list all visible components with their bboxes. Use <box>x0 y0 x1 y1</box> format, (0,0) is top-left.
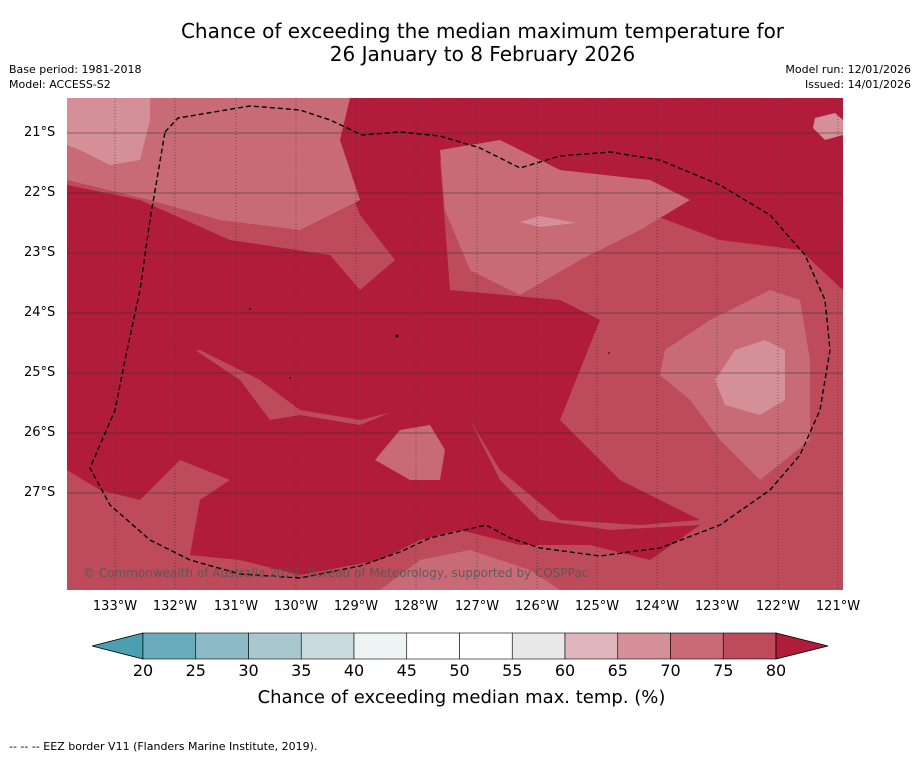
colorbar-segment <box>459 632 513 660</box>
base-period: Base period: 1981-2018 <box>9 63 142 76</box>
map-title-line-2: 26 January to 8 February 2026 <box>329 42 636 66</box>
colorbar-segment <box>248 632 302 660</box>
contour-70-75-south <box>380 550 560 590</box>
lon-label: 133°W <box>92 599 138 614</box>
contour-65-70-nw <box>67 98 150 165</box>
colorbar-tick: 75 <box>713 661 734 680</box>
colorbar-tick: 25 <box>185 661 206 680</box>
copyright-notice: © Commonwealth of Australia 2026, Bureau… <box>83 566 588 580</box>
island <box>249 308 251 310</box>
lat-label: 24°S <box>24 305 56 320</box>
colorbar-low-extend <box>91 632 144 660</box>
colorbar-segment <box>722 632 777 660</box>
colorbar-tick: 20 <box>132 661 154 680</box>
map-fill-contours <box>67 98 843 590</box>
colorbar-high-extend <box>775 632 829 660</box>
model-run: Model run: 12/01/2026 <box>785 63 911 76</box>
lat-label: 22°S <box>24 185 56 200</box>
island <box>395 334 399 338</box>
contour-70-75-ne <box>440 140 690 295</box>
contour-65-70-east <box>715 340 785 415</box>
lon-gridlines <box>114 98 839 590</box>
colorbar-segment <box>670 632 724 660</box>
lon-label: 130°W <box>273 599 319 614</box>
lon-label: 124°W <box>634 599 680 614</box>
colorbar-tick: 35 <box>291 661 312 680</box>
colorbar-label: Chance of exceeding median max. temp. (%… <box>257 687 666 708</box>
issued-date: Issued: 14/01/2026 <box>804 78 911 91</box>
graticule <box>67 132 843 494</box>
lat-label: 26°S <box>24 425 56 440</box>
lon-label: 123°W <box>694 599 740 614</box>
colorbar-tick: 80 <box>765 661 787 680</box>
colorbar-segment <box>195 632 249 660</box>
colorbar-segment <box>353 632 408 660</box>
island <box>289 377 291 379</box>
colorbar-tick: 50 <box>449 661 470 680</box>
colorbar-tick: 70 <box>660 661 681 680</box>
eez-border <box>89 105 831 579</box>
lon-label: 122°W <box>755 599 801 614</box>
colorbar-tick: 65 <box>607 661 628 680</box>
colorbar-tick: 55 <box>502 661 523 680</box>
islands <box>249 308 610 379</box>
model-name: Model: ACCESS-S2 <box>9 78 111 91</box>
colorbar-segment <box>617 632 671 660</box>
lon-label: 132°W <box>152 599 198 614</box>
colorbar <box>91 632 829 660</box>
lon-label: 126°W <box>514 599 560 614</box>
lat-label: 25°S <box>24 365 56 380</box>
lat-label: 21°S <box>24 125 56 140</box>
colorbar-segment <box>564 632 619 660</box>
colorbar-tick: 30 <box>238 661 259 680</box>
colorbar-tick: 45 <box>396 661 417 680</box>
lon-label: 121°W <box>815 599 861 614</box>
contour-70-75-mid <box>375 425 445 480</box>
colorbar-segment <box>406 632 460 660</box>
lon-label: 127°W <box>454 599 500 614</box>
contour-65-70-ne <box>520 216 576 227</box>
island <box>608 352 610 354</box>
lon-label: 129°W <box>333 599 379 614</box>
colorbar-tick: 60 <box>554 661 576 680</box>
lon-label: 128°W <box>393 599 439 614</box>
colorbar-segment <box>300 632 355 660</box>
eez-legend: -- -- -- EEZ border V11 (Flanders Marine… <box>9 740 318 753</box>
colorbar-segment <box>511 632 566 660</box>
map-title-line-1: Chance of exceeding the median maximum t… <box>180 19 785 43</box>
lat-label: 23°S <box>24 245 56 260</box>
lon-label: 125°W <box>574 599 620 614</box>
lat-label: 27°S <box>24 485 56 500</box>
colorbar-segment <box>142 632 197 660</box>
colorbar-tick: 40 <box>343 661 365 680</box>
lon-label: 131°W <box>213 599 259 614</box>
